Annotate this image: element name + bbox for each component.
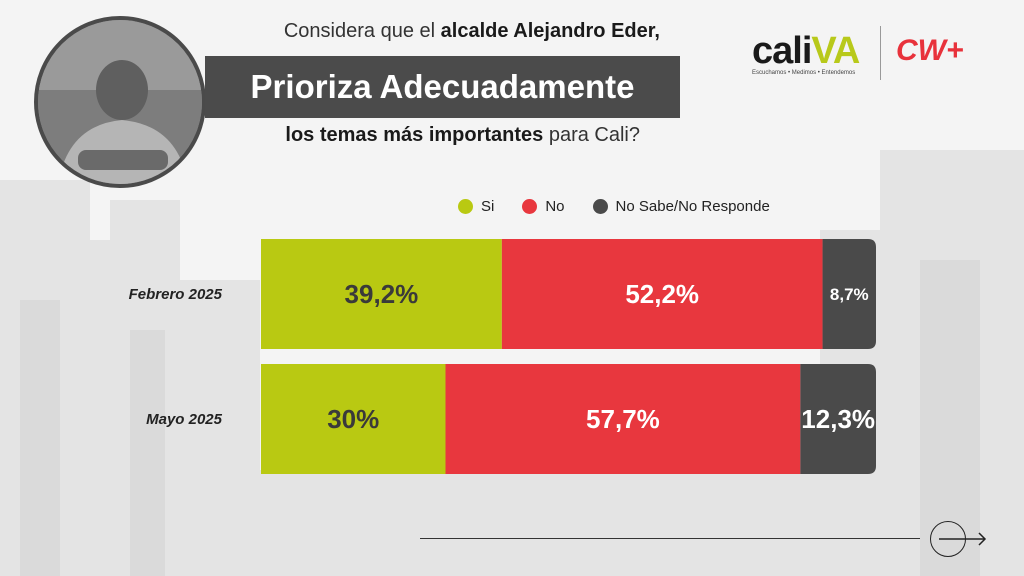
legend-dot-ns [592,199,608,214]
question-emphasis-1: alcalde Alejandro Eder, [440,20,660,42]
cw-plus-logo: CW+ [896,34,964,67]
bar-segment-no [501,239,823,349]
question-line-1: Considera que el alcalde Alejandro Eder, [283,20,660,42]
legend-item-si: Si [458,198,494,215]
data-label-si: 39,2% [345,279,419,309]
person-photo [38,20,202,184]
mayor-portrait [34,16,206,188]
bar-segment-si [261,364,446,474]
caliva-logo: caliVA [752,30,860,72]
bar-segment-no [445,364,801,474]
data-label-no: 52,2% [625,279,699,309]
caliva-tagline: Escuchamos • Medimos • Entendemos [752,70,856,76]
bar-segment-si [261,239,502,349]
legend-item-no: No [522,198,565,215]
data-label-no: 57,7% [586,404,660,434]
legend-dot-no [522,199,538,214]
question-banner: Prioriza Adecuadamente [205,56,680,118]
legend-label-no: No [545,198,565,215]
category-label: Febrero 2025 [129,286,223,303]
question-emphasis-2: los temas más importantes [285,124,544,146]
data-label-ns: 8,7% [830,285,869,304]
next-slide-button[interactable] [930,521,987,557]
category-label: Mayo 2025 [146,411,223,428]
arrow-right-icon [939,531,987,546]
legend-label-si: Si [481,198,495,215]
legend-item-ns: No Sabe/No Responde [592,198,770,215]
logo-divider [880,26,881,80]
data-label-si: 30% [327,404,379,434]
question-line-3: los temas más importantes para Cali? [285,124,640,146]
legend-label-ns: No Sabe/No Responde [615,198,770,215]
bar-segment-ns [800,364,876,474]
data-label-ns: 12,3% [801,404,875,434]
footer-divider [420,538,920,539]
chart-legend: Si No No Sabe/No Responde [458,198,770,215]
bar-segment-ns [822,239,876,349]
legend-dot-si [458,199,473,214]
